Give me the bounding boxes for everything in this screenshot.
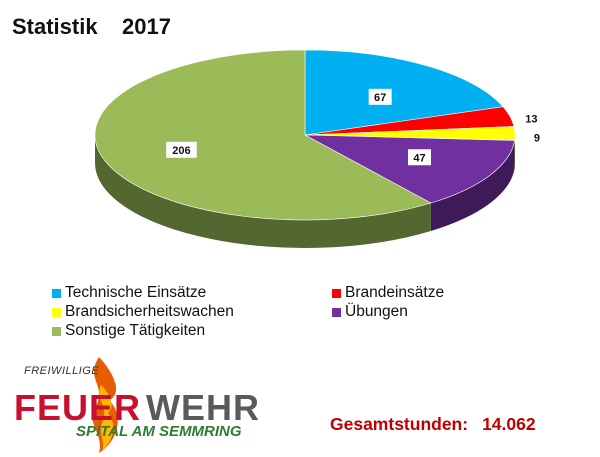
legend-swatch-1 xyxy=(332,288,341,298)
logo-word-wehr: WEHR xyxy=(146,387,260,428)
legend-label-0: Technische Einsätze xyxy=(65,284,207,301)
title-text: Statistik xyxy=(12,14,98,39)
pie-chart: 67 13 9 47 206 xyxy=(94,49,540,249)
total-hours: Gesamtstunden: 14.062 xyxy=(330,414,536,435)
legend-item-2: Brandsicherheitswachen xyxy=(52,303,332,321)
data-label-box-4 xyxy=(166,141,197,158)
pie-side-3 xyxy=(430,140,515,232)
chart-title: Statistik 2017 xyxy=(12,14,171,40)
pie-data-labels: 67 13 9 47 206 xyxy=(166,88,540,166)
data-label-4: 206 xyxy=(172,145,190,157)
total-value: 14.062 xyxy=(482,414,536,434)
legend-swatch-0 xyxy=(52,288,61,298)
feuerwehr-logo: FREIWILLIGE FEUER WEHR SPITAL AM SEMMRIN… xyxy=(14,355,284,455)
data-label-1: 13 xyxy=(525,114,537,126)
legend-swatch-3 xyxy=(332,307,341,317)
legend-label-3: Übungen xyxy=(345,303,408,320)
legend-item-3: Übungen xyxy=(332,303,532,321)
legend-item-1: Brandeinsätze xyxy=(332,284,532,302)
title-year: 2017 xyxy=(122,14,171,39)
legend-item-0: Technische Einsätze xyxy=(52,284,332,302)
legend-label-2: Brandsicherheitswachen xyxy=(65,303,234,320)
pie-side-walls xyxy=(94,135,515,249)
logo-top-text: FREIWILLIGE xyxy=(24,365,100,377)
legend-item-4: Sonstige Tätigkeiten xyxy=(52,322,332,340)
logo-word-feuer: FEUER xyxy=(14,387,142,428)
pie-top xyxy=(94,49,516,221)
pie-slice-3 xyxy=(304,134,515,204)
pie-side-4 xyxy=(94,135,431,249)
data-label-2: 9 xyxy=(534,132,540,144)
total-label: Gesamtstunden: xyxy=(330,414,469,434)
flame-icon xyxy=(92,357,118,453)
legend-swatch-4 xyxy=(52,326,61,336)
legend-label-1: Brandeinsätze xyxy=(345,284,445,301)
data-label-box-3 xyxy=(408,149,432,166)
pie-slice-4 xyxy=(94,49,432,221)
data-label-3: 47 xyxy=(413,152,425,164)
pie-slice-0 xyxy=(304,49,504,136)
chart-legend: Technische Einsätze Brandeinsätze Brandsic… xyxy=(52,284,552,340)
data-label-box-0 xyxy=(368,88,392,105)
data-label-0: 67 xyxy=(374,92,386,104)
legend-label-4: Sonstige Tätigkeiten xyxy=(65,322,206,339)
legend-swatch-2 xyxy=(52,307,61,317)
logo-subtitle: SPITAL AM SEMMRING xyxy=(76,423,242,440)
